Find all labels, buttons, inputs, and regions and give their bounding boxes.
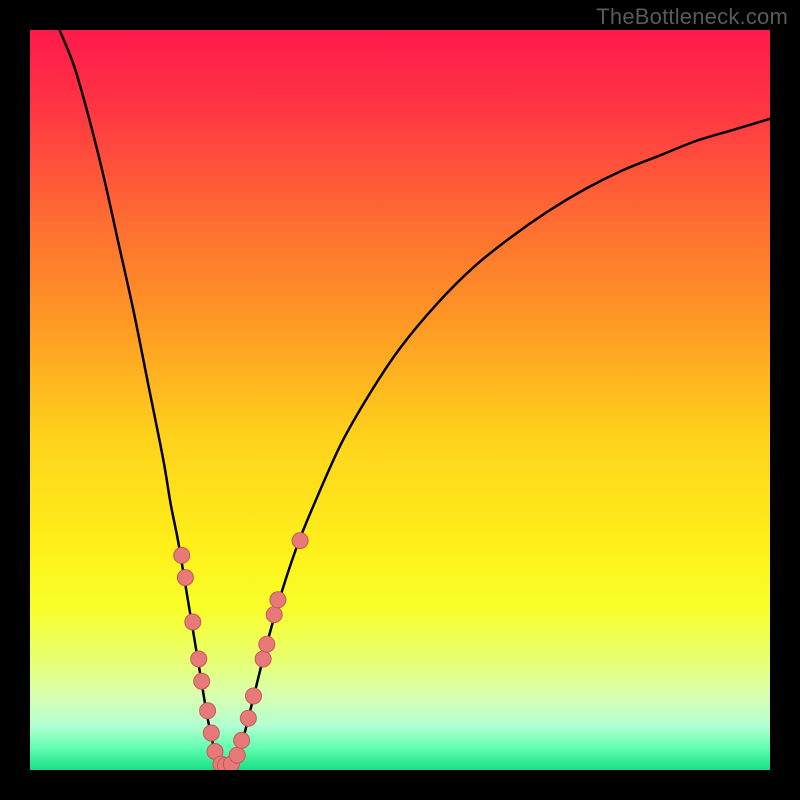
data-marker (174, 547, 190, 563)
data-marker (177, 570, 193, 586)
data-marker (245, 688, 261, 704)
data-marker (270, 592, 286, 608)
data-marker (185, 614, 201, 630)
data-marker (229, 747, 245, 763)
data-marker (292, 533, 308, 549)
bottleneck-chart-svg (0, 0, 800, 800)
data-marker (234, 732, 250, 748)
data-marker (194, 673, 210, 689)
watermark-text: TheBottleneck.com (596, 4, 788, 30)
chart-container: TheBottleneck.com (0, 0, 800, 800)
data-marker (200, 703, 216, 719)
data-marker (266, 607, 282, 623)
data-marker (259, 636, 275, 652)
data-marker (203, 725, 219, 741)
plot-area (30, 30, 770, 770)
data-marker (240, 710, 256, 726)
data-marker (255, 651, 271, 667)
data-marker (191, 651, 207, 667)
